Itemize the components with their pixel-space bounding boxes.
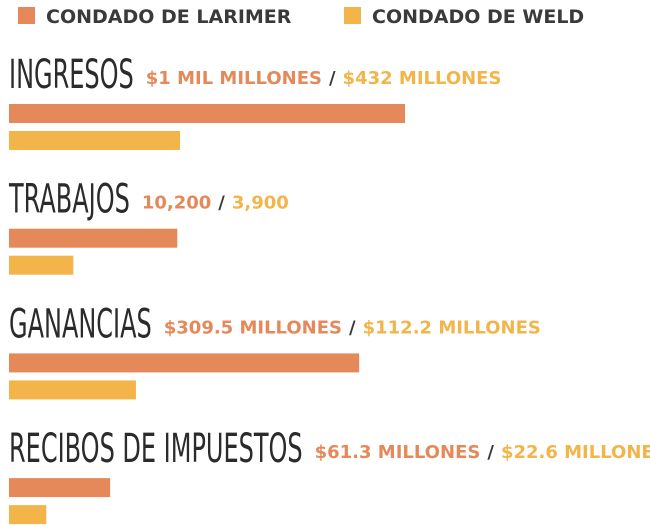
value-label: $112.2 MILLONES bbox=[363, 317, 541, 338]
legend-label: CONDADO DE WELD bbox=[372, 6, 584, 28]
bar bbox=[9, 478, 111, 498]
bar bbox=[9, 505, 47, 525]
section-title: TRABAJOS bbox=[8, 175, 130, 222]
value-label: $309.5 MILLONES bbox=[164, 317, 342, 338]
separator: / bbox=[487, 442, 494, 463]
separator: / bbox=[218, 193, 225, 214]
bar bbox=[9, 131, 181, 150]
section-title: INGRESOS bbox=[9, 50, 134, 97]
section-title: GANANCIAS bbox=[9, 300, 152, 347]
bar bbox=[9, 255, 74, 275]
separator: / bbox=[329, 68, 336, 89]
bar bbox=[9, 353, 360, 373]
legend-label: CONDADO DE LARIMER bbox=[46, 6, 292, 28]
bar bbox=[9, 104, 405, 123]
value-label: $432 MILLONES bbox=[343, 68, 502, 89]
separator: / bbox=[349, 317, 356, 338]
legend-swatch bbox=[344, 7, 361, 24]
value-label: 10,200 bbox=[142, 193, 211, 214]
value-label: $61.3 MILLONES bbox=[315, 442, 481, 463]
bar bbox=[9, 380, 136, 400]
bar bbox=[9, 228, 178, 248]
value-label: 3,900 bbox=[232, 193, 289, 214]
section-title: RECIBOS DE IMPUESTOS bbox=[9, 425, 303, 472]
value-label: $22.6 MILLONES bbox=[501, 442, 650, 463]
legend-swatch bbox=[18, 7, 35, 24]
value-label: $1 MIL MILLONES bbox=[146, 68, 322, 89]
